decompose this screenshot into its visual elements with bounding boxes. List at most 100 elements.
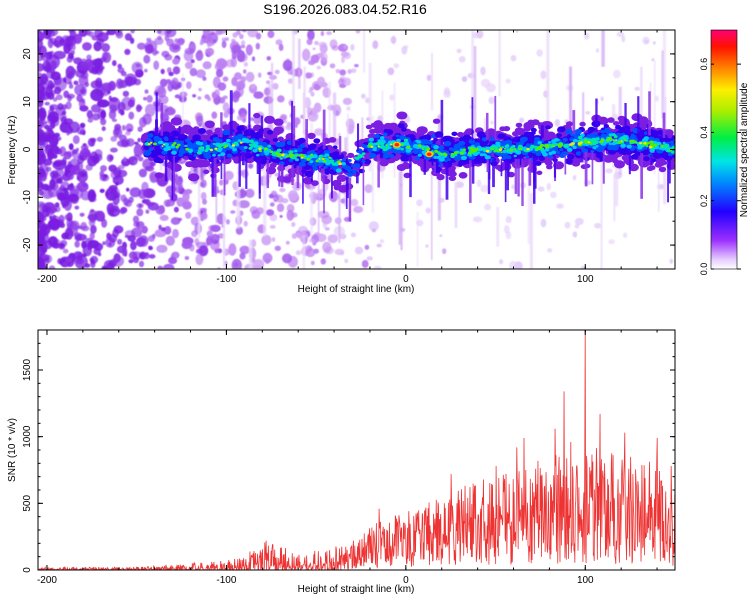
- noise-blob: [118, 134, 127, 142]
- noise-blob: [55, 94, 63, 101]
- signal-blob: [306, 157, 311, 161]
- signal-tail: [291, 165, 294, 185]
- noise-blob: [329, 63, 336, 69]
- noise-blob: [240, 76, 247, 83]
- signal-blob: [564, 158, 573, 165]
- signal-blob: [556, 133, 562, 138]
- signal-blob: [398, 123, 405, 129]
- signal-tail: [322, 109, 326, 150]
- noise-blob: [39, 163, 43, 168]
- noise-blob: [241, 30, 248, 33]
- signal-tail: [164, 155, 168, 182]
- signal-blob: [275, 141, 283, 148]
- noise-streak: [657, 168, 660, 212]
- signal-blob: [189, 150, 193, 153]
- signal-blob: [438, 145, 445, 150]
- noise-blob: [669, 258, 674, 264]
- noise-blob: [136, 208, 144, 217]
- noise-blob: [73, 80, 79, 86]
- signal-blob: [195, 141, 201, 145]
- noise-blob: [146, 95, 153, 103]
- signal-tail: [637, 96, 640, 134]
- noise-blob: [216, 68, 224, 78]
- noise-blob: [172, 228, 179, 239]
- noise-blob: [112, 175, 124, 185]
- signal-tail: [357, 123, 360, 152]
- figure-title: S196.2026.083.04.52.R16: [263, 1, 427, 17]
- noise-blob: [519, 117, 525, 123]
- signal-blob: [472, 149, 477, 153]
- signal-tail: [584, 151, 588, 187]
- noise-blob: [90, 88, 104, 102]
- noise-blob: [80, 222, 87, 230]
- noise-blob: [141, 225, 148, 234]
- signal-blob: [628, 163, 639, 172]
- noise-blob: [94, 58, 103, 68]
- noise-blob: [67, 93, 75, 99]
- noise-blob: [316, 65, 321, 70]
- noise-blob: [327, 234, 338, 244]
- noise-blob: [97, 99, 110, 108]
- signal-blob: [504, 147, 507, 150]
- noise-blob: [195, 253, 204, 266]
- signal-blob: [648, 165, 656, 171]
- noise-blob: [38, 98, 44, 108]
- noise-blob: [393, 63, 400, 69]
- signal-blob: [285, 155, 289, 158]
- noise-blob: [215, 30, 223, 36]
- signal-blob: [179, 147, 185, 152]
- signal-tail: [591, 151, 594, 185]
- noise-blob: [42, 158, 53, 166]
- noise-blob: [245, 44, 253, 56]
- signal-tail: [668, 158, 671, 184]
- noise-blob: [38, 52, 43, 62]
- signal-blob: [656, 157, 665, 164]
- noise-blob: [70, 165, 81, 176]
- signal-tail: [541, 125, 544, 138]
- signal-blob: [307, 132, 316, 140]
- noise-blob: [62, 248, 69, 254]
- signal-tail: [171, 155, 174, 201]
- signal-blob: [162, 143, 166, 146]
- noise-blob: [490, 120, 494, 125]
- noise-blob: [153, 60, 160, 70]
- signal-tail: [229, 90, 233, 136]
- noise-blob: [144, 68, 148, 73]
- noise-streak: [268, 84, 271, 166]
- noise-blob: [239, 252, 246, 260]
- signal-blob: [260, 160, 266, 165]
- noise-streak: [381, 90, 384, 179]
- noise-blob: [170, 217, 181, 225]
- noise-blob: [280, 198, 289, 204]
- noise-blob: [117, 140, 129, 148]
- noise-blob: [82, 143, 87, 147]
- noise-blob: [621, 35, 626, 43]
- signal-blob: [288, 153, 293, 156]
- signal-blob: [194, 148, 199, 152]
- noise-blob: [240, 44, 246, 49]
- signal-blob: [444, 140, 452, 147]
- noise-blob: [595, 48, 600, 53]
- noise-streak: [400, 148, 403, 251]
- noise-blob: [347, 69, 352, 74]
- signal-tail: [339, 136, 342, 155]
- noise-blob: [510, 55, 517, 62]
- noise-blob: [222, 102, 230, 113]
- noise-blob: [210, 224, 221, 233]
- signal-blob: [556, 150, 561, 155]
- noise-blob: [236, 80, 246, 91]
- noise-blob: [48, 218, 61, 231]
- noise-blob: [480, 66, 486, 76]
- signal-blob: [149, 141, 153, 144]
- noise-blob: [101, 43, 110, 52]
- signal-tail: [650, 154, 653, 165]
- signal-blob: [324, 153, 330, 157]
- signal-tail: [488, 159, 491, 180]
- noise-blob: [515, 30, 519, 33]
- signal-blob: [567, 147, 573, 152]
- noise-blob: [87, 155, 98, 167]
- signal-blob: [385, 144, 388, 147]
- noise-blob: [243, 220, 248, 227]
- noise-blob: [40, 131, 51, 143]
